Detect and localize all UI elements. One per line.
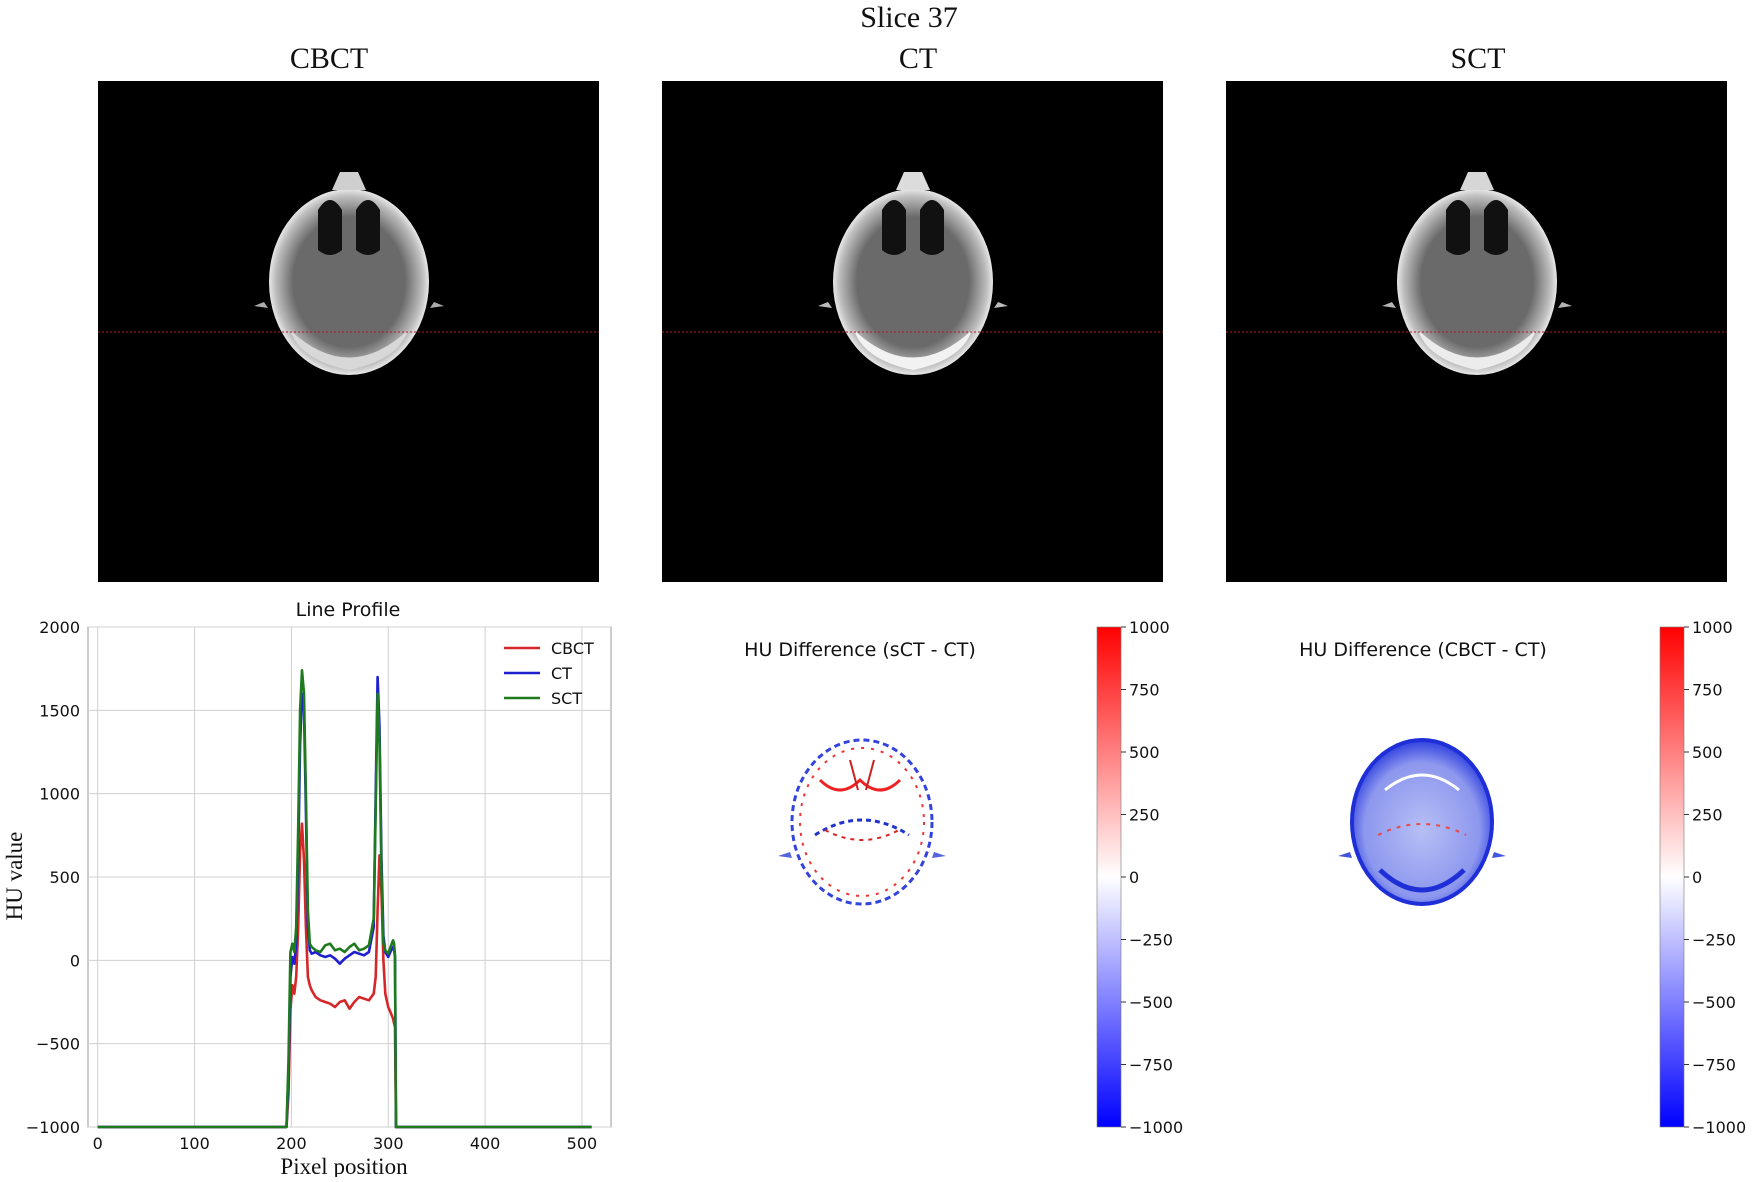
- x-tick-label: 0: [93, 1134, 103, 1153]
- colorbar: [1096, 626, 1122, 1128]
- colorbar-tick-label: 250: [1692, 806, 1723, 825]
- panel-cbct: CBCT: [98, 42, 599, 582]
- series-lines: [97, 669, 592, 1129]
- diff-image-sct-ct: [778, 738, 946, 906]
- panel-title: CBCT: [290, 42, 368, 75]
- x-tick-label: 300: [373, 1134, 404, 1153]
- colorbar-tick-label: 0: [1129, 868, 1139, 887]
- diff-panel-sct-ct: HU Difference (sCT - CT) 1000 750 500 250 0 −…: [744, 618, 1183, 1137]
- heatmap-title: HU Difference (sCT - CT): [744, 639, 976, 661]
- colorbar-tick-label: 500: [1129, 743, 1160, 762]
- legend-label: CBCT: [551, 639, 594, 658]
- y-tick-labels: 2000 1500 1000 500 0 −500 −1000: [26, 618, 80, 1137]
- y-axis-label: HU value: [2, 832, 27, 921]
- y-tick-label: −500: [36, 1035, 80, 1054]
- legend-label: CT: [551, 664, 572, 683]
- legend: CBCT CT SCT: [504, 639, 594, 708]
- diff-image-cbct-ct: [1338, 738, 1506, 906]
- colorbar-tick-label: −250: [1129, 931, 1173, 950]
- line-profile-chart: Line Profile 0 100 200 300 400 500 2000 1500 10…: [2, 599, 612, 1179]
- skull-ct: [818, 172, 1008, 375]
- colorbar-tick-label: −500: [1692, 993, 1736, 1012]
- colorbar-tick-label: −750: [1692, 1056, 1736, 1075]
- x-tick-label: 100: [179, 1134, 210, 1153]
- panel-ct: CT: [662, 42, 1163, 582]
- colorbar-tick-label: 750: [1692, 681, 1723, 700]
- colorbar-tick-label: 1000: [1692, 618, 1733, 637]
- series-line-cbct: [97, 822, 592, 1129]
- x-tick-label: 500: [567, 1134, 598, 1153]
- panel-sct: SCT: [1226, 42, 1727, 582]
- y-tick-label: −1000: [26, 1118, 80, 1137]
- colorbar-tick-label: 1000: [1129, 618, 1170, 637]
- colorbar-ticks: 1000 750 500 250 0 −250 −500 −750 −1000: [1121, 618, 1183, 1137]
- y-tick-label: 1500: [39, 701, 80, 720]
- diff-panel-cbct-ct: HU Difference (CBCT - CT) 1000 750 500 250 0…: [1299, 618, 1746, 1137]
- series-line-sct: [97, 669, 592, 1129]
- y-tick-label: 2000: [39, 618, 80, 637]
- skull-sct: [1382, 172, 1572, 375]
- colorbar-tick-label: 0: [1692, 868, 1702, 887]
- colorbar-tick-label: −250: [1692, 931, 1736, 950]
- skull-cbct: [254, 172, 444, 375]
- y-gridlines: [88, 626, 611, 1128]
- colorbar-ticks: 1000 750 500 250 0 −250 −500 −750 −1000: [1684, 618, 1746, 1137]
- colorbar-tick-label: −500: [1129, 993, 1173, 1012]
- figure-suptitle: Slice 37: [860, 1, 958, 34]
- colorbar-tick-label: −750: [1129, 1056, 1173, 1075]
- x-tick-labels: 0 100 200 300 400 500: [93, 1134, 598, 1153]
- x-tick-label: 200: [276, 1134, 307, 1153]
- x-tick-label: 400: [470, 1134, 501, 1153]
- colorbar-tick-label: −1000: [1129, 1118, 1183, 1137]
- legend-label: SCT: [551, 689, 582, 708]
- y-tick-label: 500: [49, 868, 80, 887]
- colorbar-tick-label: −1000: [1692, 1118, 1746, 1137]
- colorbar: [1659, 626, 1685, 1128]
- colorbar-tick-label: 750: [1129, 681, 1160, 700]
- chart-title: Line Profile: [296, 599, 401, 621]
- y-tick-label: 0: [70, 951, 80, 970]
- colorbar-tick-label: 500: [1692, 743, 1723, 762]
- y-tick-label: 1000: [39, 785, 80, 804]
- colorbar-tick-label: 250: [1129, 806, 1160, 825]
- heatmap-title: HU Difference (CBCT - CT): [1299, 639, 1547, 661]
- panel-title: CT: [899, 42, 937, 75]
- panel-title: SCT: [1450, 42, 1505, 75]
- x-axis-label: Pixel position: [280, 1154, 408, 1177]
